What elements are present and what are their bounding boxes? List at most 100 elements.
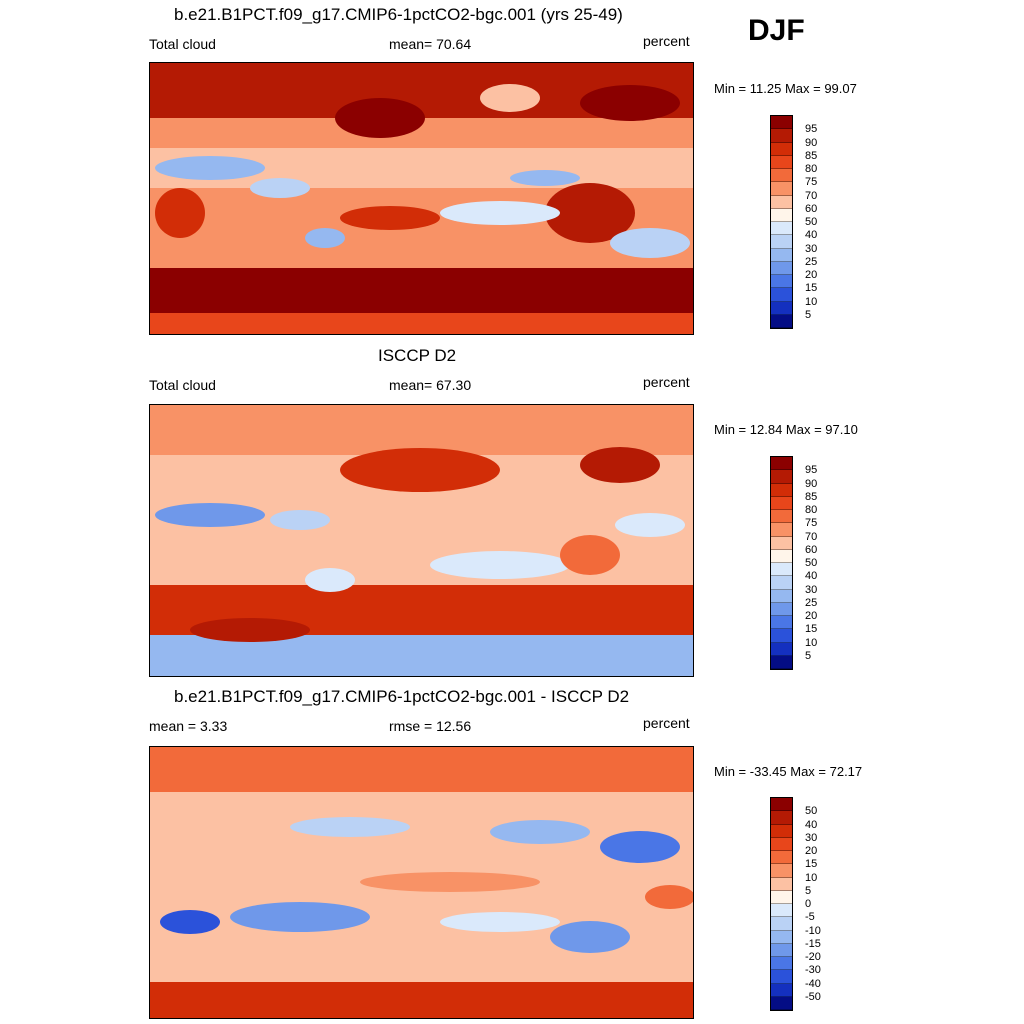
colorbar-tick-label: 75 (805, 176, 818, 189)
colorbar-swatch (771, 248, 792, 262)
colorbar-tick-label: 80 (805, 163, 818, 175)
colorbar-swatch (771, 536, 792, 550)
colorbar-tick-label: 70 (805, 189, 818, 202)
colorbar-tick-label: 25 (805, 255, 818, 268)
colorbar-swatch (771, 904, 792, 918)
variable-label: Total cloud (149, 377, 216, 393)
colorbar-tick-label: 40 (805, 229, 818, 242)
colorbar-tick-label: 95 (805, 123, 818, 136)
colorbar-tick-label: 15 (805, 858, 818, 871)
colorbar-tick-label: -30 (805, 964, 821, 977)
colorbar-swatch (771, 930, 792, 944)
colorbar-swatch (771, 655, 792, 669)
mean-label: mean= 70.64 (389, 36, 472, 52)
colorbar-tick-label: 20 (805, 845, 818, 857)
colorbar-tick-label: 5 (805, 649, 812, 662)
colorbar-tick-label: 90 (805, 477, 818, 490)
colorbar-tick-label: 10 (805, 295, 818, 308)
colorbar-tick-label: 75 (805, 517, 818, 530)
colorbar-swatch (771, 275, 792, 289)
colorbar-tick-label: 90 (805, 136, 818, 149)
colorbar-tick-label: 80 (805, 504, 818, 516)
colorbar-swatch (771, 864, 792, 878)
difference-field (150, 747, 693, 1018)
variable-label: Total cloud (149, 36, 216, 52)
units-label: percent (643, 374, 690, 390)
colorbar-tick-label: 10 (805, 871, 818, 884)
map-plot (149, 62, 694, 335)
colorbar-tick-label: 50 (805, 557, 818, 569)
colorbar-tick-label: -5 (805, 911, 815, 924)
colorbar (770, 115, 793, 329)
colorbar-tick-label: 85 (805, 149, 818, 162)
colorbar-tick-label: 5 (805, 884, 812, 897)
mean-label: mean = 3.33 (149, 718, 228, 734)
colorbar-swatch (771, 576, 792, 590)
rmse-label: rmse = 12.56 (389, 718, 472, 734)
units-label: percent (643, 33, 690, 49)
colorbar-swatch (771, 457, 792, 471)
colorbar-swatch (771, 943, 792, 957)
season-label: DJF (748, 14, 805, 47)
colorbar-swatch (771, 510, 792, 524)
colorbar-swatch (771, 549, 792, 563)
map-plot (149, 746, 694, 1019)
panel-title: b.e21.B1PCT.f09_g17.CMIP6-1pctCO2-bgc.00… (174, 687, 630, 706)
colorbar-swatch (771, 195, 792, 209)
colorbar-swatch (771, 129, 792, 143)
colorbar-swatch (771, 824, 792, 838)
mean-label: mean= 67.30 (389, 377, 472, 393)
colorbar-swatch (771, 589, 792, 603)
colorbar-tick-label: -50 (805, 990, 821, 1003)
cloud-field (150, 405, 693, 676)
map-plot (149, 404, 694, 677)
colorbar (770, 456, 793, 670)
colorbar-swatch (771, 811, 792, 825)
colorbar-tick-label: 20 (805, 269, 818, 281)
colorbar-tick-label: 40 (805, 570, 818, 583)
colorbar-tick-label: 30 (805, 242, 818, 255)
colorbar-swatch (771, 877, 792, 891)
colorbar-swatch (771, 890, 792, 904)
colorbar-tick-label: -15 (805, 937, 821, 950)
colorbar-tick-label: 15 (805, 623, 818, 636)
colorbar-tick-label: 20 (805, 610, 818, 622)
colorbar-tick-label: 25 (805, 596, 818, 609)
colorbar (770, 797, 793, 1011)
colorbar-tick-label: 50 (805, 216, 818, 228)
colorbar-tick-label: 5 (805, 308, 812, 321)
colorbar-tick-label: 85 (805, 490, 818, 503)
colorbar-swatch (771, 983, 792, 997)
colorbar-tick-label: 70 (805, 530, 818, 543)
colorbar-swatch (771, 301, 792, 315)
colorbar-swatch (771, 142, 792, 156)
colorbar-swatch (771, 222, 792, 236)
colorbar-tick-label: -40 (805, 977, 821, 990)
colorbar-swatch (771, 837, 792, 851)
colorbar-tick-label: -10 (805, 924, 821, 937)
colorbar-swatch (771, 523, 792, 537)
colorbar-swatch (771, 957, 792, 971)
colorbar-tick-label: 30 (805, 831, 818, 844)
colorbar-tick-label: 0 (805, 898, 812, 910)
colorbar-swatch (771, 970, 792, 984)
colorbar-swatch (771, 496, 792, 510)
colorbar-tick-label: 10 (805, 636, 818, 649)
colorbar-tick-label: 60 (805, 543, 818, 556)
colorbar-swatch (771, 483, 792, 497)
panel-title: b.e21.B1PCT.f09_g17.CMIP6-1pctCO2-bgc.00… (174, 5, 623, 24)
colorbar-swatch (771, 996, 792, 1010)
colorbar-swatch (771, 314, 792, 328)
min-max-label: Min = 12.84 Max = 97.10 (714, 422, 858, 437)
min-max-label: Min = 11.25 Max = 99.07 (714, 81, 857, 96)
colorbar-tick-label: 60 (805, 202, 818, 215)
colorbar-swatch (771, 917, 792, 931)
colorbar-tick-label: 95 (805, 464, 818, 477)
colorbar-swatch (771, 798, 792, 812)
panel-title: ISCCP D2 (378, 346, 457, 365)
colorbar-swatch (771, 563, 792, 577)
colorbar-swatch (771, 629, 792, 643)
colorbar-swatch (771, 261, 792, 275)
colorbar-swatch (771, 235, 792, 249)
colorbar-swatch (771, 169, 792, 183)
